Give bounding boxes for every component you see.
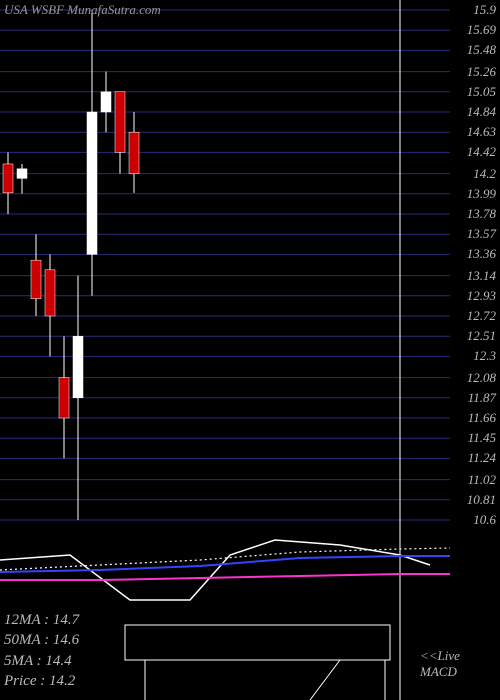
y-tick-label: 12.51 (467, 328, 496, 344)
gridlines (0, 10, 450, 520)
y-tick-label: 11.02 (468, 472, 496, 488)
y-tick-label: 11.87 (468, 390, 496, 406)
info-overlay: 12MA : 14.750MA : 14.65MA : 14.4Price : … (4, 610, 79, 691)
info-line: Price : 14.2 (4, 671, 79, 691)
info-line: 50MA : 14.6 (4, 630, 79, 650)
y-tick-label: 15.05 (467, 84, 496, 100)
stock-chart: 15.9 15.69 15.48 15.26 15.05 14.84 14.63 14.42 1… (0, 0, 500, 700)
y-tick-label: 13.14 (467, 268, 496, 284)
macd-label-line1: <<Live (420, 648, 460, 664)
info-line: 12MA : 14.7 (4, 610, 79, 630)
y-tick-label: 13.99 (467, 186, 496, 202)
y-tick-label: 13.78 (467, 206, 496, 222)
y-tick-label: 14.2 (473, 166, 496, 182)
y-tick-label: 14.63 (467, 124, 496, 140)
histogram-box (125, 625, 390, 700)
chart-title: USA WSBF MunafaSutra.com (4, 2, 161, 18)
ma-magenta (0, 574, 450, 580)
y-tick-label: 12.93 (467, 288, 496, 304)
y-tick-label: 14.42 (467, 144, 496, 160)
y-tick-label: 12.72 (467, 308, 496, 324)
y-tick-label: 13.36 (467, 246, 496, 262)
candlesticks (3, 10, 139, 520)
macd-label-line2: MACD (420, 664, 460, 680)
y-tick-label: 10.81 (467, 492, 496, 508)
y-tick-label: 15.48 (467, 42, 496, 58)
ma-white-dotted (0, 548, 450, 570)
macd-label: <<LiveMACD (420, 648, 460, 679)
info-line: 5MA : 14.4 (4, 651, 79, 671)
y-tick-label: 14.84 (467, 104, 496, 120)
y-tick-label: 11.45 (468, 430, 496, 446)
y-tick-label: 15.69 (467, 22, 496, 38)
y-tick-label: 12.3 (473, 348, 496, 364)
y-tick-label: 13.57 (467, 226, 496, 242)
y-tick-label: 15.26 (467, 64, 496, 80)
y-tick-label: 10.6 (473, 512, 496, 528)
y-tick-label: 15.9 (473, 2, 496, 18)
indicator-lines (0, 540, 450, 600)
y-tick-label: 11.24 (468, 450, 496, 466)
y-tick-label: 11.66 (468, 410, 496, 426)
chart-svg (0, 0, 500, 700)
y-tick-label: 12.08 (467, 370, 496, 386)
